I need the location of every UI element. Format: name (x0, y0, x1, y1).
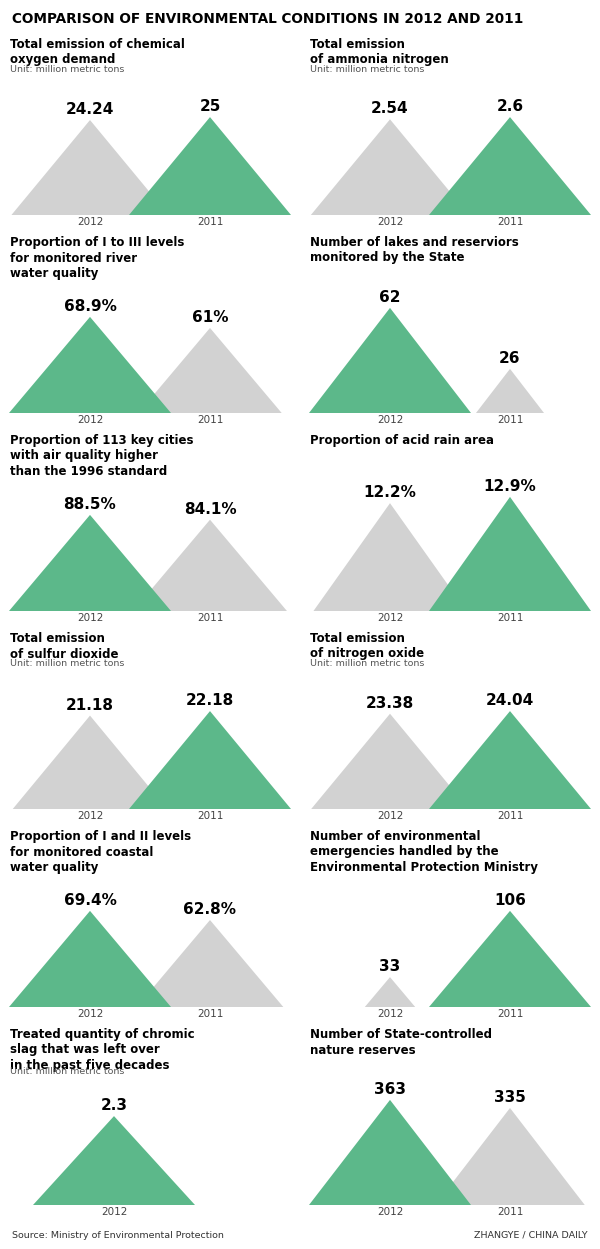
Text: ZHANGYE / CHINA DAILY: ZHANGYE / CHINA DAILY (475, 1230, 588, 1239)
Polygon shape (429, 497, 591, 611)
Polygon shape (429, 117, 591, 215)
Text: 84.1%: 84.1% (184, 502, 236, 517)
Polygon shape (429, 711, 591, 809)
Text: 24.04: 24.04 (486, 693, 534, 708)
Text: Proportion of acid rain area: Proportion of acid rain area (310, 433, 494, 447)
Text: 335: 335 (494, 1090, 526, 1105)
Text: Total emission of chemical
oxygen demand: Total emission of chemical oxygen demand (10, 37, 185, 66)
Polygon shape (11, 120, 169, 215)
Polygon shape (139, 328, 281, 413)
Polygon shape (311, 120, 469, 215)
Polygon shape (311, 713, 469, 809)
Text: 2012: 2012 (377, 811, 403, 821)
Text: 2012: 2012 (377, 613, 403, 623)
Text: Total emission
of sulfur dioxide: Total emission of sulfur dioxide (10, 632, 119, 661)
Text: 12.2%: 12.2% (364, 485, 416, 500)
Text: 2011: 2011 (197, 613, 223, 623)
Polygon shape (309, 309, 471, 413)
Polygon shape (313, 503, 467, 611)
Text: 2012: 2012 (377, 217, 403, 227)
Text: 68.9%: 68.9% (64, 299, 116, 313)
Text: 363: 363 (374, 1082, 406, 1097)
Text: 2012: 2012 (377, 1009, 403, 1019)
Text: 26: 26 (499, 351, 521, 366)
Text: 88.5%: 88.5% (64, 497, 116, 512)
Polygon shape (9, 911, 171, 1007)
Text: Unit: million metric tons: Unit: million metric tons (310, 65, 424, 74)
Text: 61%: 61% (192, 310, 228, 325)
Text: Number of State-controlled
nature reserves: Number of State-controlled nature reserv… (310, 1028, 492, 1057)
Text: 2012: 2012 (377, 1207, 403, 1217)
Polygon shape (129, 711, 291, 809)
Text: 2012: 2012 (101, 1207, 127, 1217)
Text: Proportion of I to III levels
for monitored river
water quality: Proportion of I to III levels for monito… (10, 236, 184, 280)
Text: Unit: million metric tons: Unit: million metric tons (10, 659, 124, 668)
Text: 69.4%: 69.4% (64, 893, 116, 908)
Text: COMPARISON OF ENVIRONMENTAL CONDITIONS IN 2012 AND 2011: COMPARISON OF ENVIRONMENTAL CONDITIONS I… (12, 12, 523, 26)
Polygon shape (137, 921, 283, 1007)
Polygon shape (365, 977, 415, 1007)
Text: Unit: million metric tons: Unit: million metric tons (10, 65, 124, 74)
Text: 2012: 2012 (377, 415, 403, 425)
Polygon shape (429, 911, 591, 1007)
Text: 2.3: 2.3 (101, 1098, 128, 1113)
Polygon shape (9, 515, 171, 611)
Text: 2012: 2012 (77, 415, 103, 425)
Polygon shape (435, 1108, 585, 1205)
Text: Treated quantity of chromic
slag that was left over
in the past five decades: Treated quantity of chromic slag that wa… (10, 1028, 194, 1072)
Polygon shape (133, 520, 287, 611)
Text: Number of lakes and reserviors
monitored by the State: Number of lakes and reserviors monitored… (310, 236, 519, 265)
Polygon shape (33, 1117, 195, 1205)
Text: 2011: 2011 (497, 415, 523, 425)
Text: Unit: million metric tons: Unit: million metric tons (310, 659, 424, 668)
Text: 12.9%: 12.9% (484, 478, 536, 493)
Text: 22.18: 22.18 (186, 693, 234, 708)
Polygon shape (309, 1100, 471, 1205)
Text: 33: 33 (379, 959, 401, 974)
Text: 2.54: 2.54 (371, 101, 409, 116)
Text: 2011: 2011 (197, 811, 223, 821)
Polygon shape (13, 716, 167, 809)
Text: 23.38: 23.38 (366, 696, 414, 711)
Text: Number of environmental
emergencies handled by the
Environmental Protection Mini: Number of environmental emergencies hand… (310, 831, 538, 874)
Polygon shape (476, 368, 544, 413)
Text: 2011: 2011 (497, 1009, 523, 1019)
Text: 2011: 2011 (497, 1207, 523, 1217)
Text: Proportion of I and II levels
for monitored coastal
water quality: Proportion of I and II levels for monito… (10, 831, 191, 874)
Text: 2012: 2012 (77, 217, 103, 227)
Polygon shape (129, 117, 291, 215)
Text: 2011: 2011 (497, 811, 523, 821)
Text: 2011: 2011 (197, 1009, 223, 1019)
Text: Proportion of 113 key cities
with air quality higher
than the 1996 standard: Proportion of 113 key cities with air qu… (10, 433, 193, 478)
Text: 21.18: 21.18 (66, 698, 114, 713)
Text: 62: 62 (379, 290, 401, 305)
Text: Source: Ministry of Environmental Protection: Source: Ministry of Environmental Protec… (12, 1230, 224, 1239)
Text: 2012: 2012 (77, 1009, 103, 1019)
Text: 2012: 2012 (77, 613, 103, 623)
Text: Total emission
of nitrogen oxide: Total emission of nitrogen oxide (310, 632, 424, 661)
Text: 2.6: 2.6 (496, 99, 524, 114)
Text: 2011: 2011 (197, 415, 223, 425)
Text: 2011: 2011 (197, 217, 223, 227)
Text: 2012: 2012 (77, 811, 103, 821)
Text: 62.8%: 62.8% (184, 902, 236, 917)
Text: 2011: 2011 (497, 217, 523, 227)
Text: 24.24: 24.24 (66, 102, 114, 117)
Text: 25: 25 (199, 99, 221, 114)
Text: Unit: million metric tons: Unit: million metric tons (10, 1068, 124, 1077)
Text: 2011: 2011 (497, 613, 523, 623)
Polygon shape (9, 317, 171, 413)
Text: 106: 106 (494, 893, 526, 908)
Text: Total emission
of ammonia nitrogen: Total emission of ammonia nitrogen (310, 37, 449, 66)
